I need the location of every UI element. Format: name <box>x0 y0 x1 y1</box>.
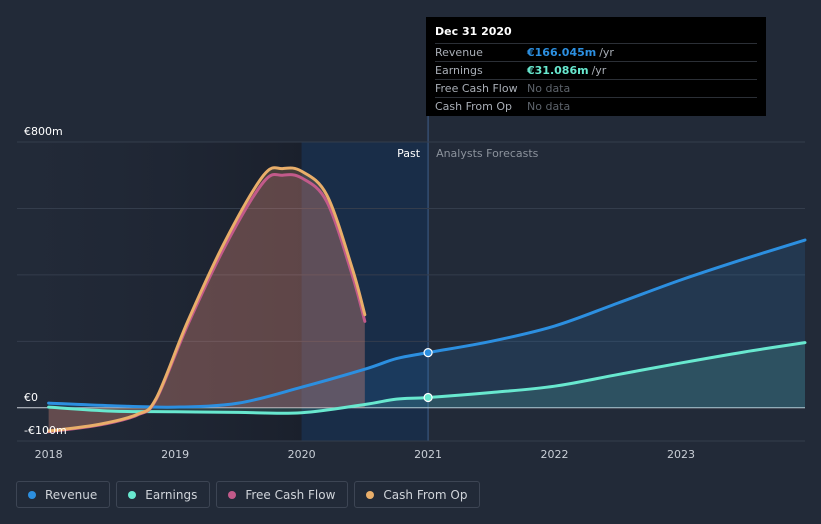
tooltip-unit: /yr <box>591 64 607 77</box>
legend-label: Free Cash Flow <box>245 487 336 502</box>
tooltip-row-free-cash-flow: Free Cash Flow No data <box>435 79 757 97</box>
tooltip-row-cash-from-op: Cash From Op No data <box>435 97 757 115</box>
tooltip-panel: Dec 31 2020 Revenue €166.045m /yr Earnin… <box>426 17 766 116</box>
legend-label: Revenue <box>45 487 98 502</box>
chart-legend: Revenue Earnings Free Cash Flow Cash Fro… <box>16 481 481 508</box>
tooltip-unit: /yr <box>599 46 614 59</box>
revenue-dot-icon <box>28 490 36 499</box>
revenue-marker <box>423 348 433 358</box>
cash-from-op-line <box>47 166 367 433</box>
earnings-area <box>48 342 805 414</box>
tooltip-value: €166.045m <box>527 46 597 59</box>
revenue-area <box>48 240 805 408</box>
legend-item-earnings[interactable]: Earnings <box>116 481 211 508</box>
x-tick-label: 2019 <box>161 448 189 461</box>
x-tick-label: 2020 <box>288 448 316 461</box>
tooltip-label: Earnings <box>435 64 483 77</box>
past-label: Past <box>397 147 421 160</box>
tooltip-value: No data <box>527 82 571 95</box>
tooltip-value: €31.086m <box>527 64 589 77</box>
highlight-band <box>301 142 429 441</box>
earnings-marker <box>423 392 433 403</box>
x-tick-label: 2022 <box>541 448 569 461</box>
free-cash-flow-area <box>48 174 365 432</box>
cash-from-op-area <box>48 167 365 432</box>
legend-label: Cash From Op <box>383 487 468 502</box>
tooltip-label: Cash From Op <box>435 100 513 113</box>
tooltip-row-revenue: Revenue €166.045m /yr <box>435 43 757 61</box>
revenue-line <box>47 238 807 409</box>
cash-from-op-dot-icon <box>366 490 375 499</box>
legend-item-free-cash-flow[interactable]: Free Cash Flow <box>216 481 349 508</box>
y-tick-label: -€100m <box>24 424 67 437</box>
y-tick-label: €800m <box>24 125 63 138</box>
tooltip-date: Dec 31 2020 <box>435 25 512 38</box>
y-tick-label: €0 <box>24 391 38 404</box>
legend-item-revenue[interactable]: Revenue <box>16 481 111 508</box>
tooltip-label: Revenue <box>435 46 483 59</box>
x-tick-label: 2023 <box>667 448 695 461</box>
free-cash-flow-dot-icon <box>228 490 237 499</box>
tooltip-value: No data <box>527 100 571 113</box>
tooltip-row-earnings: Earnings €31.086m /yr <box>435 61 757 79</box>
x-tick-label: 2021 <box>414 448 442 461</box>
earnings-line <box>47 341 807 415</box>
legend-label: Earnings <box>145 487 198 502</box>
x-tick-label: 2018 <box>35 448 63 461</box>
forecast-label: Analysts Forecasts <box>436 147 539 160</box>
tooltip-label: Free Cash Flow <box>435 82 518 95</box>
earnings-dot-icon <box>128 490 137 499</box>
legend-item-cash-from-op[interactable]: Cash From Op <box>354 481 481 508</box>
